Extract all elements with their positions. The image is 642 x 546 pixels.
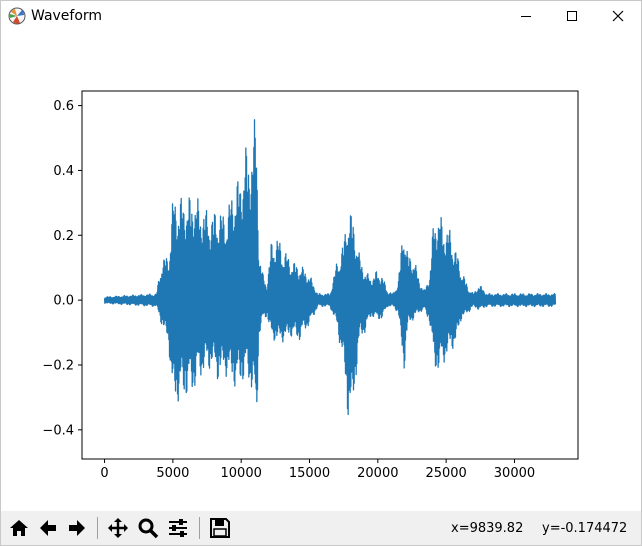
maximize-button[interactable] — [549, 1, 595, 31]
matplotlib-app-icon — [8, 7, 26, 25]
close-button[interactable] — [595, 1, 641, 31]
x-tick-label: 15000 — [289, 466, 330, 481]
x-tick-label: 30000 — [494, 466, 535, 481]
save-icon — [210, 518, 230, 538]
title-bar[interactable]: Waveform — [1, 1, 641, 31]
pan-button[interactable] — [104, 514, 132, 542]
zoom-icon — [138, 518, 159, 539]
x-tick-label: 10000 — [221, 466, 262, 481]
home-button[interactable] — [5, 514, 33, 542]
x-tick-label: 25000 — [425, 466, 466, 481]
zoom-button[interactable] — [134, 514, 162, 542]
waveform-chart[interactable]: 0 5000 10000 15000 20000 25000 30000 −0.4 −0.2 0.… — [1, 31, 641, 511]
x-tick-label: 0 — [100, 466, 108, 481]
forward-button[interactable] — [63, 514, 91, 542]
y-tick-label: 0.0 — [53, 294, 74, 309]
y-tick-label: 0.4 — [53, 164, 74, 179]
close-icon — [612, 10, 624, 22]
figure-canvas[interactable]: 0 5000 10000 15000 20000 25000 30000 −0.4 −0.2 0.… — [1, 31, 641, 511]
y-tick-label: −0.4 — [42, 423, 74, 438]
axes-frame — [81, 90, 579, 460]
x-tick-label: 5000 — [156, 466, 189, 481]
home-icon — [10, 520, 28, 536]
save-button[interactable] — [206, 514, 234, 542]
configure-subplots-button[interactable] — [164, 514, 192, 542]
window-title: Waveform — [31, 8, 103, 24]
cursor-x-readout: x=9839.82 — [451, 521, 524, 536]
y-tick-label: 0.2 — [53, 229, 74, 244]
toolbar-separator — [199, 517, 200, 539]
toolbar-separator — [97, 517, 98, 539]
cursor-y-readout: y=-0.174472 — [542, 521, 628, 536]
y-tick-label: −0.2 — [42, 358, 74, 373]
maximize-icon — [567, 11, 577, 21]
back-arrow-icon — [40, 520, 56, 536]
minimize-icon — [521, 16, 531, 17]
configure-subplots-icon — [169, 519, 187, 537]
minimize-button[interactable] — [503, 1, 549, 31]
waveform-line — [103, 119, 557, 416]
pan-icon — [108, 518, 128, 538]
forward-arrow-icon — [69, 520, 85, 536]
navigation-toolbar: x=9839.82 y=-0.174472 — [1, 511, 641, 545]
back-button[interactable] — [34, 514, 62, 542]
x-tick-label: 20000 — [357, 466, 398, 481]
y-tick-label: 0.6 — [53, 99, 74, 114]
